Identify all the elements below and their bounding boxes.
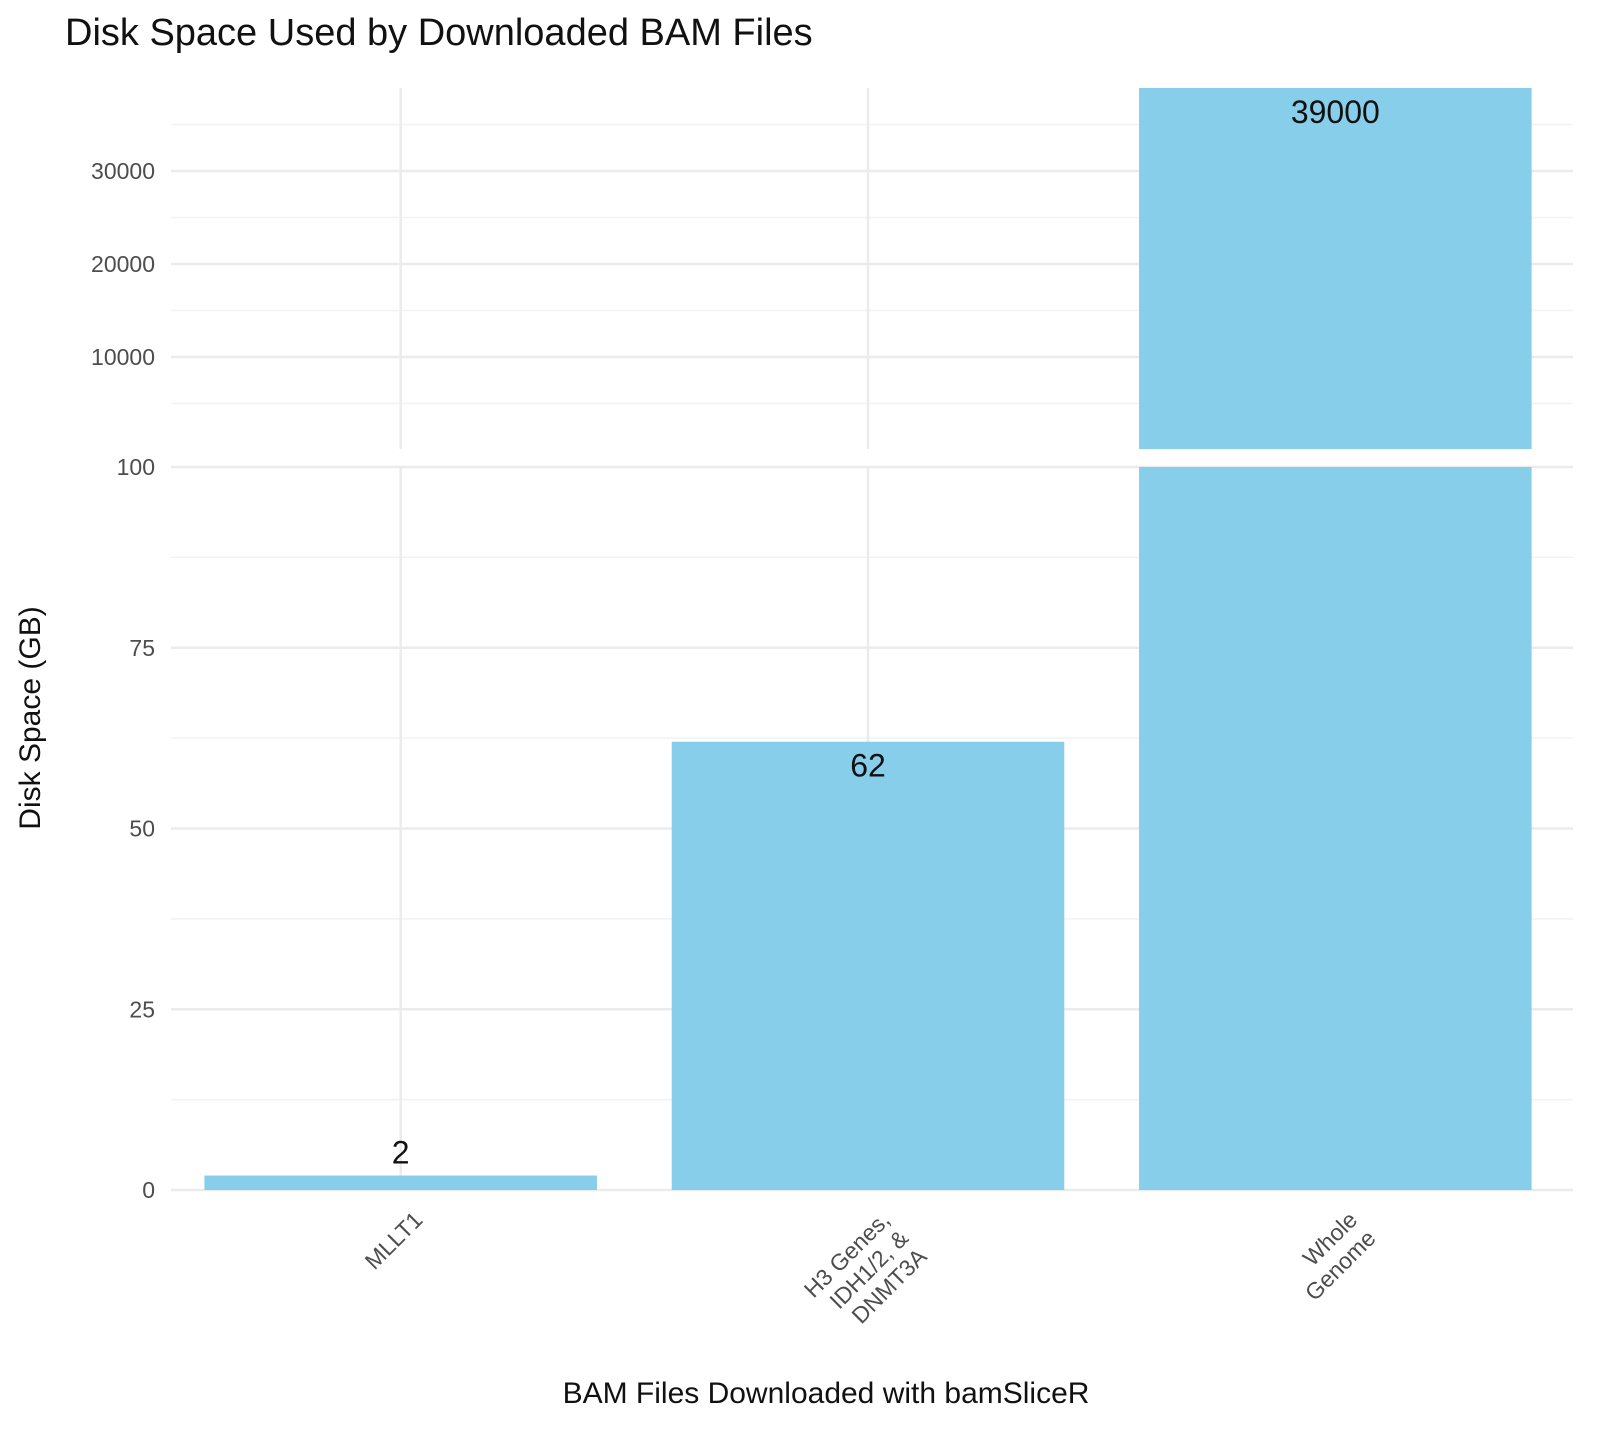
data-labels: 2 62 39000 (392, 94, 1380, 1171)
y-tick-label: 0 (142, 1177, 155, 1203)
y-tick-label: 50 (129, 816, 155, 842)
bars (204, 88, 1532, 1190)
x-tick-label-line: MLLT1 (360, 1206, 428, 1274)
y-axis-tick-labels: 0 25 50 75 100 10000 20000 30000 (91, 158, 155, 1203)
y-tick-label: 20000 (91, 251, 155, 277)
y-tick-label: 75 (129, 635, 155, 661)
bar (1139, 467, 1532, 1190)
y-tick-label: 25 (129, 996, 155, 1022)
data-label: 62 (850, 748, 886, 784)
x-tick-label: MLLT1 (360, 1206, 428, 1274)
data-label: 39000 (1291, 94, 1380, 130)
y-axis-title: Disk Space (GB) (14, 606, 47, 829)
chart-title: Disk Space Used by Downloaded BAM Files (65, 12, 813, 54)
y-tick-label: 10000 (91, 344, 155, 370)
bar-upper-segment (1139, 88, 1532, 449)
x-axis-title: BAM Files Downloaded with bamSliceR (563, 1377, 1090, 1410)
bar (204, 1175, 597, 1190)
data-label: 2 (392, 1135, 410, 1171)
x-tick-label: H3 Genes,IDH1/2, &DNMT3A (799, 1206, 932, 1328)
y-tick-label: 100 (117, 454, 155, 480)
y-tick-label: 30000 (91, 158, 155, 184)
bar (671, 741, 1065, 1190)
